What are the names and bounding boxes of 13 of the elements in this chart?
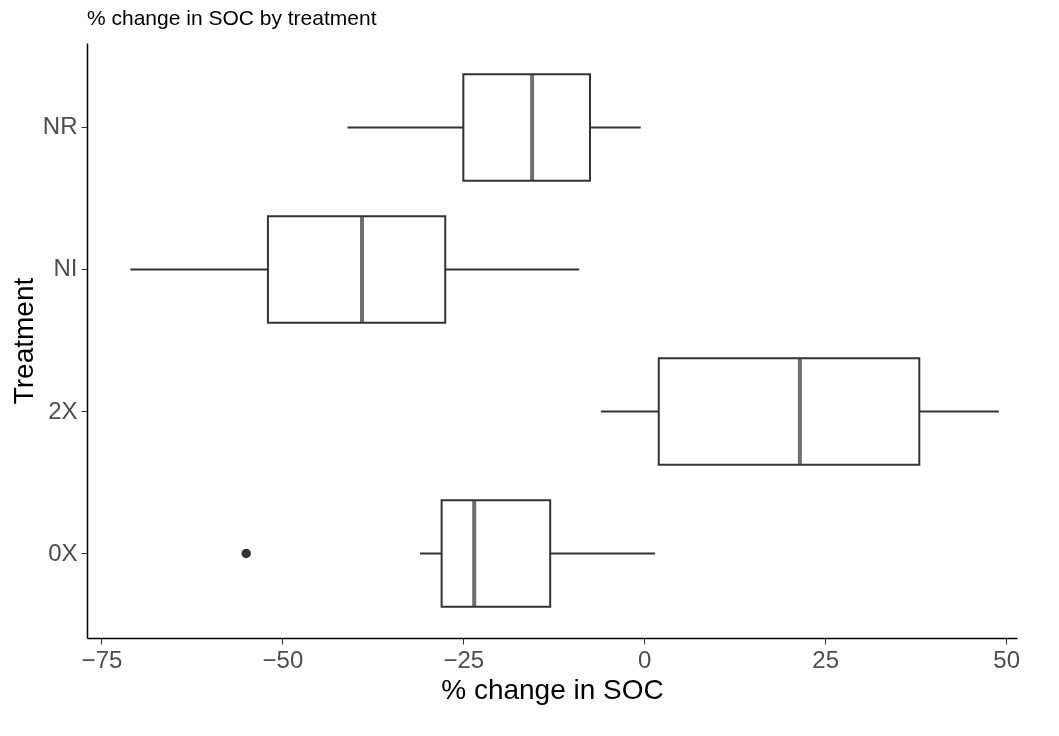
y-axis-title: Treatment xyxy=(7,277,39,405)
x-tick-label: −25 xyxy=(443,645,485,673)
x-tick-label: −50 xyxy=(262,645,304,673)
x-tick-label: −75 xyxy=(81,645,123,673)
chart-title: % change in SOC by treatment xyxy=(87,6,377,29)
y-tick-label: 2X xyxy=(48,396,78,424)
y-tick-label: NR xyxy=(42,112,78,140)
x-tick-label: 50 xyxy=(993,645,1020,673)
y-tick-label: NI xyxy=(53,254,78,282)
y-tick-label: 0X xyxy=(48,538,78,566)
x-tick-label: 0 xyxy=(638,645,652,673)
x-axis-title: % change in SOC xyxy=(441,673,664,705)
x-tick-label: 25 xyxy=(812,645,840,673)
